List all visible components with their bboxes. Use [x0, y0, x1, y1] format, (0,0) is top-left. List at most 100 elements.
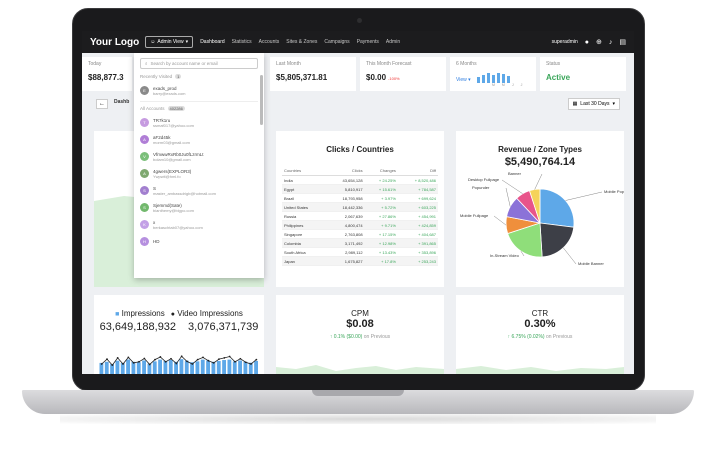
pie-label: Banner: [508, 171, 522, 176]
stat-forecast-change: -100%: [388, 76, 400, 81]
nav-item-sites-zones[interactable]: Sites & Zones: [286, 39, 318, 45]
pie-slice[interactable]: [528, 188, 541, 224]
username[interactable]: superadmin: [551, 39, 578, 45]
impressions-bar: [126, 359, 130, 374]
six-months-tick: J: [511, 83, 514, 87]
clicks-header-cell[interactable]: Clicks: [326, 166, 365, 176]
dashboard-tab[interactable]: Dashb: [114, 99, 130, 105]
six-months-bar: [501, 73, 505, 83]
cpm-change: ↑ 0.1% ($0.00): [329, 334, 363, 340]
account-email: morm03@gmail.com: [153, 139, 190, 145]
clicks-header-cell[interactable]: Diff: [397, 166, 438, 176]
video-impressions-point: [106, 358, 108, 361]
clicks-header-cell[interactable]: Changes: [364, 166, 398, 176]
impressions-bar: [222, 360, 226, 374]
cpm-title: CPM: [351, 309, 369, 318]
video-impressions-point: [234, 360, 236, 363]
table-cell: Philippines: [282, 220, 327, 230]
account-name: VfmwwRxRb0Ju0fLzrmLt: [153, 151, 204, 157]
impressions-bar: [142, 360, 146, 374]
impressions-bar: [158, 359, 162, 374]
account-item[interactable]: S Sjemmd(Sate) bianthemy@bigpo.com: [140, 199, 258, 216]
impressions-bar: [179, 359, 184, 374]
nav-item-dashboard[interactable]: Dashboard: [200, 39, 225, 45]
nav-item-statistics[interactable]: Statistics: [231, 39, 252, 45]
nav-item-payments[interactable]: Payments: [356, 39, 379, 45]
back-button[interactable]: ←: [96, 99, 108, 109]
video-impressions-point: [223, 356, 226, 359]
video-impressions-point: [111, 364, 114, 366]
globe-icon[interactable]: ⊕: [596, 39, 602, 46]
search-icon: ⌕: [145, 61, 148, 66]
dropdown-scrollbar[interactable]: [260, 75, 263, 125]
toolbar: ← Dashb ▦ Last 30 Days ▾: [82, 95, 634, 113]
stat-forecast: This Month Forecast $0.00 -100%: [360, 57, 446, 91]
nav-item-admin[interactable]: Admin: [385, 39, 401, 45]
table-cell: + 15.61%: [364, 184, 398, 194]
pie-slice[interactable]: [539, 188, 575, 228]
table-cell: South Africa: [282, 247, 327, 257]
video-impressions-point: [186, 360, 188, 363]
nav-item-campaigns[interactable]: Campaigns: [324, 39, 350, 45]
video-impressions-point: [175, 362, 178, 365]
view-switcher[interactable]: ☺ Admin View ▾: [145, 36, 194, 48]
revenue-title: Revenue / Zone Types: [498, 145, 582, 154]
account-name: 4gwers(EXPLOR3): [153, 168, 192, 174]
table-row: United States 18,442,336 + 5.72% + 603,225: [282, 202, 438, 212]
clicks-header-cell[interactable]: Countries: [282, 166, 327, 176]
account-email: master_ambassdrigb@hotmail.com: [153, 190, 216, 196]
account-item[interactable]: V VfmwwRxRb0Ju0fLzrmLt bolam10@gmail.com: [140, 148, 258, 165]
account-name: aF2d45k: [153, 134, 171, 140]
legend-video: Video Impressions: [177, 309, 243, 318]
table-row: South Africa 2,989,112 + 13.43% + 353,896: [282, 247, 438, 257]
nav-item-accounts[interactable]: Accounts: [258, 39, 280, 45]
video-impressions-point: [127, 356, 130, 359]
pie-label: Mobile Fullpage: [460, 213, 489, 218]
pie-slice[interactable]: [539, 222, 575, 258]
six-months-view-link[interactable]: View ▾: [456, 77, 471, 83]
table-row: Philippines 4,800,474 + 9.71% + 424,859: [282, 220, 438, 230]
avatar: V: [140, 152, 149, 161]
table-cell: + 784,587: [397, 184, 438, 194]
account-item[interactable]: T TR7k1ru ssmaf017@yahoo.com: [140, 114, 258, 131]
stat-today-label: Today: [88, 61, 102, 67]
impressions-bar: [248, 362, 253, 374]
account-email: berkaschtab07@yahoo.com: [153, 224, 203, 230]
video-impressions-point: [154, 358, 156, 361]
stat-last-month: Last Month $5,805,371.81: [270, 57, 356, 91]
account-item[interactable]: H HD: [140, 233, 258, 250]
chevron-down-icon: ▾: [185, 39, 189, 45]
impressions-bar: [254, 360, 258, 374]
logo[interactable]: Your Logo: [90, 36, 140, 48]
table-row: Colombia 3,171,492 + 12.98% + 391,865: [282, 238, 438, 248]
pie-label-line: [520, 251, 525, 257]
account-item[interactable]: A 4gwers(EXPLOR3) Ywpwit@hml.fo: [140, 165, 258, 182]
user-circle-icon[interactable]: ●: [584, 38, 589, 46]
video-impressions-point: [202, 356, 204, 359]
impressions-chart: [99, 355, 258, 374]
pie-label: Popunder: [472, 185, 490, 190]
account-email: bianthemy@bigpo.com: [153, 207, 194, 213]
impressions-bar: [131, 361, 136, 374]
account-name: TR7k1ru: [153, 117, 171, 123]
table-cell: + 603,225: [397, 202, 438, 212]
chat-icon[interactable]: ▤: [619, 39, 626, 46]
avatar: A: [140, 135, 149, 144]
account-search-input[interactable]: ⌕ Search by account name or email: [140, 58, 258, 69]
table-cell: 43,654,128: [326, 175, 365, 185]
table-row: India 43,654,128 + 24.25% + 8,520,486: [282, 175, 438, 185]
table-cell: + 13.43%: [364, 247, 398, 257]
date-range-picker[interactable]: ▦ Last 30 Days ▾: [567, 98, 620, 110]
ctr-sparkline: [456, 366, 624, 374]
nav-items: Dashboard Statistics Accounts Sites & Zones…: [193, 39, 400, 45]
cpm-value: $0.08: [346, 318, 374, 330]
date-range-label: Last 30 Days: [580, 101, 610, 107]
bell-icon[interactable]: ♪: [608, 38, 613, 46]
impressions-bar: [104, 361, 109, 374]
stat-six-months-label: 6 Months: [456, 61, 477, 67]
six-months-tick: M: [492, 83, 495, 87]
